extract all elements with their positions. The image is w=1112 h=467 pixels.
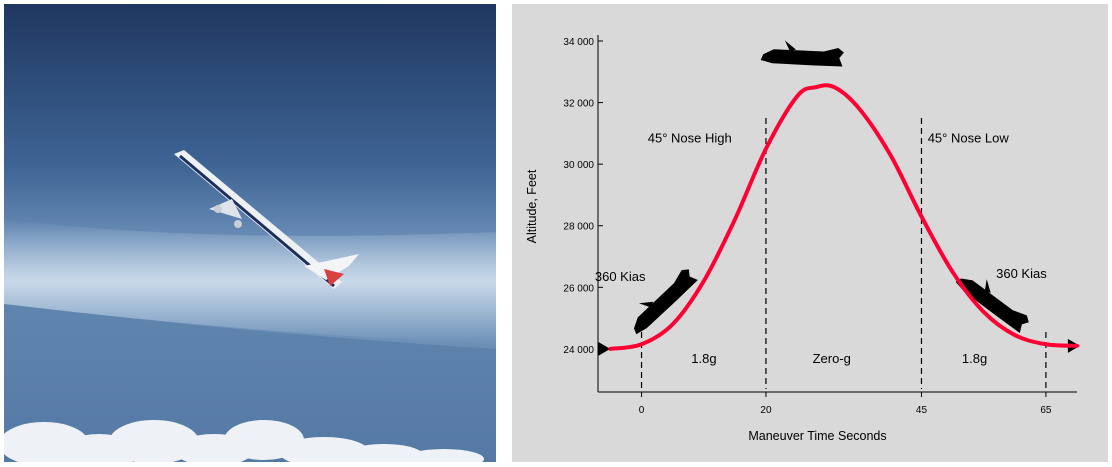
- x-tick-label: 45: [916, 405, 928, 416]
- annotation-label: 1.8g: [691, 351, 716, 366]
- y-axis-label: Altitude, Feet: [525, 169, 539, 243]
- altitude-chart: 24 000 26 000 28 000 30 000 32 000 34 000 0 20…: [512, 4, 1108, 462]
- annotation-label: 45° Nose High: [648, 131, 732, 146]
- y-tick-label: 34 000: [563, 37, 594, 48]
- annotation-label: Zero-g: [813, 351, 851, 366]
- plane-silhouette-top: [760, 38, 844, 70]
- entry-arrow: [598, 342, 610, 356]
- chart-panel: 24 000 26 000 28 000 30 000 32 000 34 000 0 20…: [512, 4, 1108, 462]
- aircraft-photo-drawing: [4, 4, 496, 462]
- x-tick-label: 0: [639, 405, 645, 416]
- annotation-label: 1.8g: [962, 351, 987, 366]
- aircraft-photo: [4, 4, 496, 462]
- y-tick-label: 30 000: [563, 160, 594, 171]
- y-tick-label: 24 000: [563, 345, 594, 356]
- x-tick-label: 65: [1040, 405, 1052, 416]
- y-tick-label: 26 000: [563, 283, 594, 294]
- x-axis-label: Maneuver Time Seconds: [748, 429, 886, 443]
- annotation-label: 45° Nose Low: [928, 131, 1010, 146]
- y-tick-label: 32 000: [563, 99, 594, 110]
- annotation-label: 360 Kias: [996, 266, 1047, 281]
- annotation-label: 360 Kias: [595, 269, 646, 284]
- x-tick-label: 20: [760, 405, 772, 416]
- y-tick-label: 28 000: [563, 222, 594, 233]
